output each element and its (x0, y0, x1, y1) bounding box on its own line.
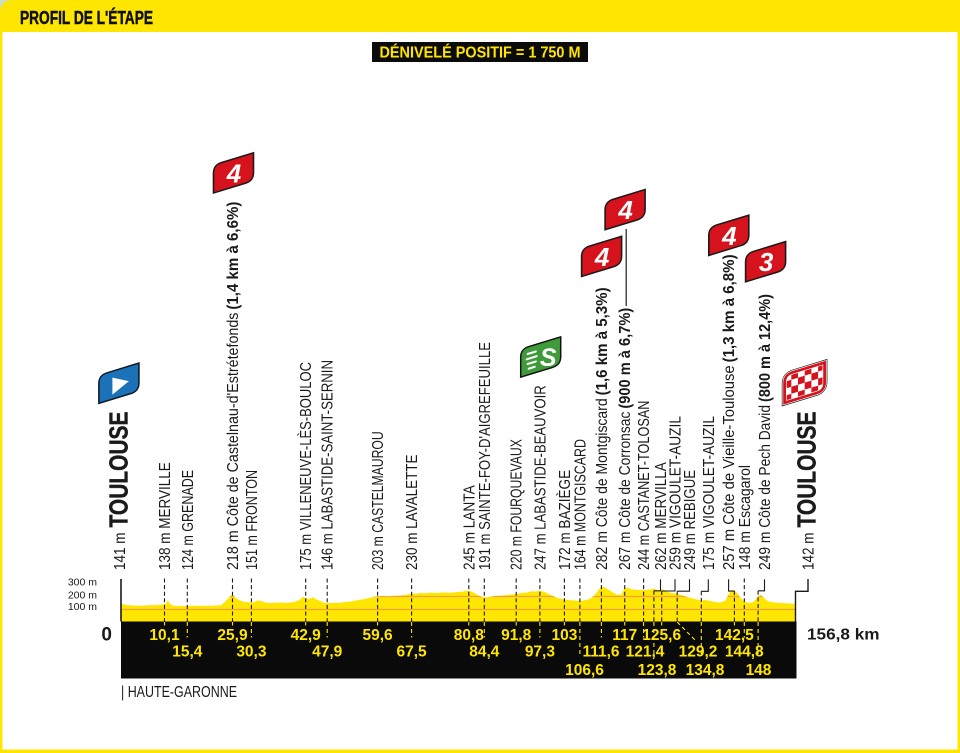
svg-text:106,6: 106,6 (565, 662, 604, 679)
svg-text:123,8: 123,8 (638, 662, 677, 679)
svg-text:259 m VIGOULET-AUZIL: 259 m VIGOULET-AUZIL (668, 416, 685, 570)
svg-text:111,6: 111,6 (582, 644, 619, 661)
svg-text:(800 m à 12,4%): (800 m à 12,4%) (757, 294, 774, 402)
svg-text:15,4: 15,4 (172, 644, 203, 661)
svg-text:300 m: 300 m (68, 576, 97, 588)
svg-text:230 m LAVALETTE: 230 m LAVALETTE (404, 455, 421, 571)
svg-text:148 m Escagarol: 148 m Escagarol (737, 465, 754, 570)
svg-text:PROFIL DE L'ÉTAPE: PROFIL DE L'ÉTAPE (20, 7, 153, 28)
svg-text:42,9: 42,9 (291, 627, 322, 644)
svg-text:30,3: 30,3 (236, 644, 267, 661)
svg-text:91,8: 91,8 (501, 627, 532, 644)
svg-text:(1,4 km à 6,6%): (1,4 km à 6,6%) (225, 202, 242, 310)
svg-text:TOULOUSE: TOULOUSE (794, 412, 822, 528)
svg-text:146 m LABASTIDE-SAINT-SERNIN: 146 m LABASTIDE-SAINT-SERNIN (320, 360, 337, 570)
svg-text:134,8: 134,8 (686, 662, 725, 679)
svg-text:4: 4 (226, 158, 242, 188)
svg-text:47,9: 47,9 (312, 644, 343, 661)
svg-text:267 m Côte de Corronsac: 267 m Côte de Corronsac (617, 412, 634, 570)
svg-text:0: 0 (101, 625, 112, 646)
svg-text:148: 148 (746, 662, 772, 679)
svg-text:249 m REBIGUE: 249 m REBIGUE (682, 470, 699, 570)
svg-text:117: 117 (612, 627, 637, 644)
svg-text:97,3: 97,3 (525, 644, 556, 661)
svg-text:175 m VILLENEUVE-LÈS-BOULOC: 175 m VILLENEUVE-LÈS-BOULOC (296, 362, 315, 570)
svg-text:(900 m à 6,7%): (900 m à 6,7%) (617, 308, 634, 409)
svg-text:80,8: 80,8 (454, 627, 485, 644)
svg-text:67,5: 67,5 (397, 644, 428, 661)
svg-text:S: S (540, 344, 557, 372)
svg-text:| HAUTE-GARONNE: | HAUTE-GARONNE (121, 684, 237, 701)
svg-text:124 m GRENADE: 124 m GRENADE (180, 470, 197, 570)
svg-text:10,1: 10,1 (149, 627, 180, 644)
svg-text:142 m: 142 m (801, 533, 818, 571)
svg-text:164 m MONTGISCARD: 164 m MONTGISCARD (572, 439, 589, 570)
svg-text:142,5: 142,5 (715, 627, 754, 644)
svg-text:141 m: 141 m (112, 533, 129, 571)
svg-text:TOULOUSE: TOULOUSE (106, 412, 134, 528)
svg-text:151 m FRONTON: 151 m FRONTON (244, 470, 261, 570)
svg-text:25,9: 25,9 (217, 627, 248, 644)
svg-text:4: 4 (617, 195, 633, 225)
svg-text:262 m MERVILLA: 262 m MERVILLA (653, 462, 670, 570)
svg-text:4: 4 (721, 221, 737, 251)
svg-text:249 m Côte de Pech David: 249 m Côte de Pech David (757, 405, 774, 570)
svg-text:218 m Côte de Castelnau-d'Estr: 218 m Côte de Castelnau-d'Estrétefonds (225, 313, 242, 570)
svg-text:(1,6 km à 5,3%): (1,6 km à 5,3%) (594, 287, 611, 395)
svg-text:247 m LABASTIDE-BEAUVOIR: 247 m LABASTIDE-BEAUVOIR (532, 385, 549, 570)
svg-text:103: 103 (551, 627, 577, 644)
svg-text:244 m CASTANET-TOLOSAN: 244 m CASTANET-TOLOSAN (636, 401, 653, 570)
svg-text:282 m Côte de Montgiscard: 282 m Côte de Montgiscard (594, 398, 611, 570)
svg-text:220 m FOURQUEVAUX: 220 m FOURQUEVAUX (509, 439, 526, 570)
svg-text:121,4: 121,4 (626, 644, 665, 661)
svg-text:4: 4 (594, 242, 610, 272)
svg-text:144,8: 144,8 (725, 644, 764, 661)
svg-text:125,6: 125,6 (642, 627, 681, 644)
svg-text:175 m VIGOULET-AUZIL: 175 m VIGOULET-AUZIL (701, 416, 718, 570)
svg-text:191 m SAINTE-FOY-D'AIGREFEUILL: 191 m SAINTE-FOY-D'AIGREFEUILLE (477, 342, 494, 570)
svg-text:172 m BAZIÈGE: 172 m BAZIÈGE (555, 470, 574, 570)
svg-text:156,8 km: 156,8 km (807, 627, 880, 644)
svg-text:257 m Côte de Vieille-Toulouse: 257 m Côte de Vieille-Toulouse (721, 365, 738, 570)
svg-text:84,4: 84,4 (469, 644, 500, 661)
svg-text:(1,3 km à 6,8%): (1,3 km à 6,8%) (721, 254, 738, 362)
svg-text:129,2: 129,2 (679, 644, 718, 661)
svg-text:245 m LANTA: 245 m LANTA (461, 485, 478, 570)
svg-text:3: 3 (759, 247, 774, 277)
svg-text:DÉNIVELÉ POSITIF = 1 750 M: DÉNIVELÉ POSITIF = 1 750 M (380, 45, 581, 62)
svg-text:200 m: 200 m (68, 589, 97, 601)
svg-text:138 m MERVILLE: 138 m MERVILLE (157, 462, 174, 570)
svg-text:59,6: 59,6 (363, 627, 394, 644)
svg-text:100 m: 100 m (68, 601, 97, 613)
svg-text:203 m CASTELMAUROU: 203 m CASTELMAUROU (370, 431, 387, 570)
